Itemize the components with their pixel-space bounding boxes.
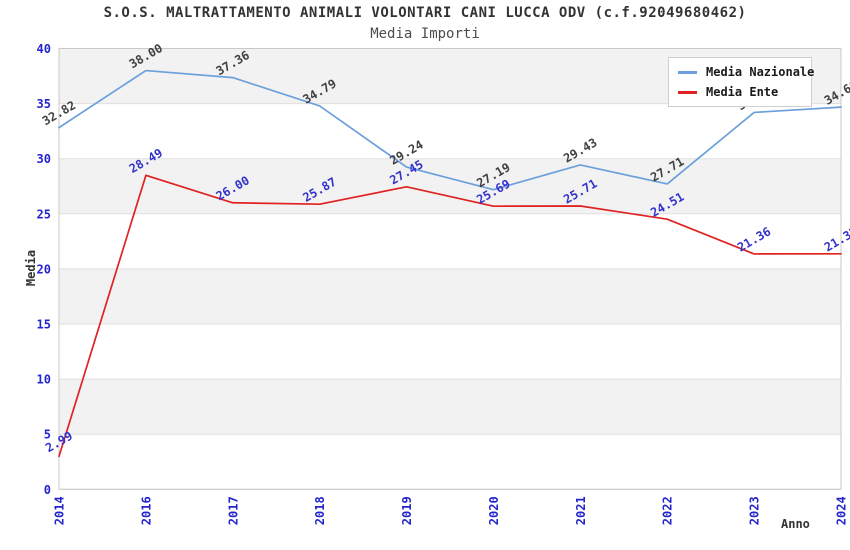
legend-label: Media Nazionale [706, 65, 815, 79]
chart-subtitle: Media Importi [370, 26, 480, 42]
legend: Media Nazionale Media Ente [668, 57, 814, 107]
y-tick-label: 15 [37, 318, 51, 332]
grid-band [59, 103, 841, 159]
x-tick-label: 2018 [313, 496, 327, 525]
x-tick-label: 2024 [835, 496, 849, 525]
line-swatch-icon [678, 70, 697, 74]
y-tick-label: 30 [37, 152, 51, 166]
y-axis-title: Media [24, 249, 38, 287]
y-tick-label: 25 [37, 207, 51, 221]
legend-item-media-ente: Media Ente [678, 85, 802, 99]
plot-border [58, 48, 842, 490]
x-axis-title: Anno [781, 517, 810, 531]
y-tick-label: 10 [37, 373, 51, 387]
grid-band [59, 434, 841, 490]
line-swatch-icon [678, 90, 697, 94]
grid-band [59, 379, 841, 435]
x-tick-label: 2014 [53, 496, 67, 525]
x-tick-label: 2021 [574, 496, 588, 525]
series-line-media-nazionale [58, 69, 842, 191]
y-tick-label: 5 [44, 428, 51, 442]
chart-title: S.O.S. MALTRATTAMENTO ANIMALI VOLONTARI … [103, 5, 747, 21]
x-tick-label: 2023 [748, 496, 762, 525]
grid-band [59, 268, 841, 324]
series-line-media-ente [58, 174, 842, 458]
grid-band [59, 158, 841, 214]
x-tick-label: 2020 [487, 496, 501, 525]
legend-label: Media Ente [706, 85, 779, 99]
y-tick-label: 0 [44, 483, 51, 497]
y-tick-label: 40 [37, 42, 51, 56]
y-tick-label: 20 [37, 262, 51, 276]
x-tick-label: 2016 [139, 496, 153, 525]
legend-item-media-nazionale: Media Nazionale [678, 65, 814, 79]
y-tick-label: 35 [37, 97, 51, 111]
x-tick-label: 2019 [400, 496, 414, 525]
x-tick-label: 2017 [226, 496, 240, 525]
x-tick-label: 2022 [661, 496, 675, 525]
grid-band [59, 324, 841, 380]
grid-band [59, 213, 841, 269]
